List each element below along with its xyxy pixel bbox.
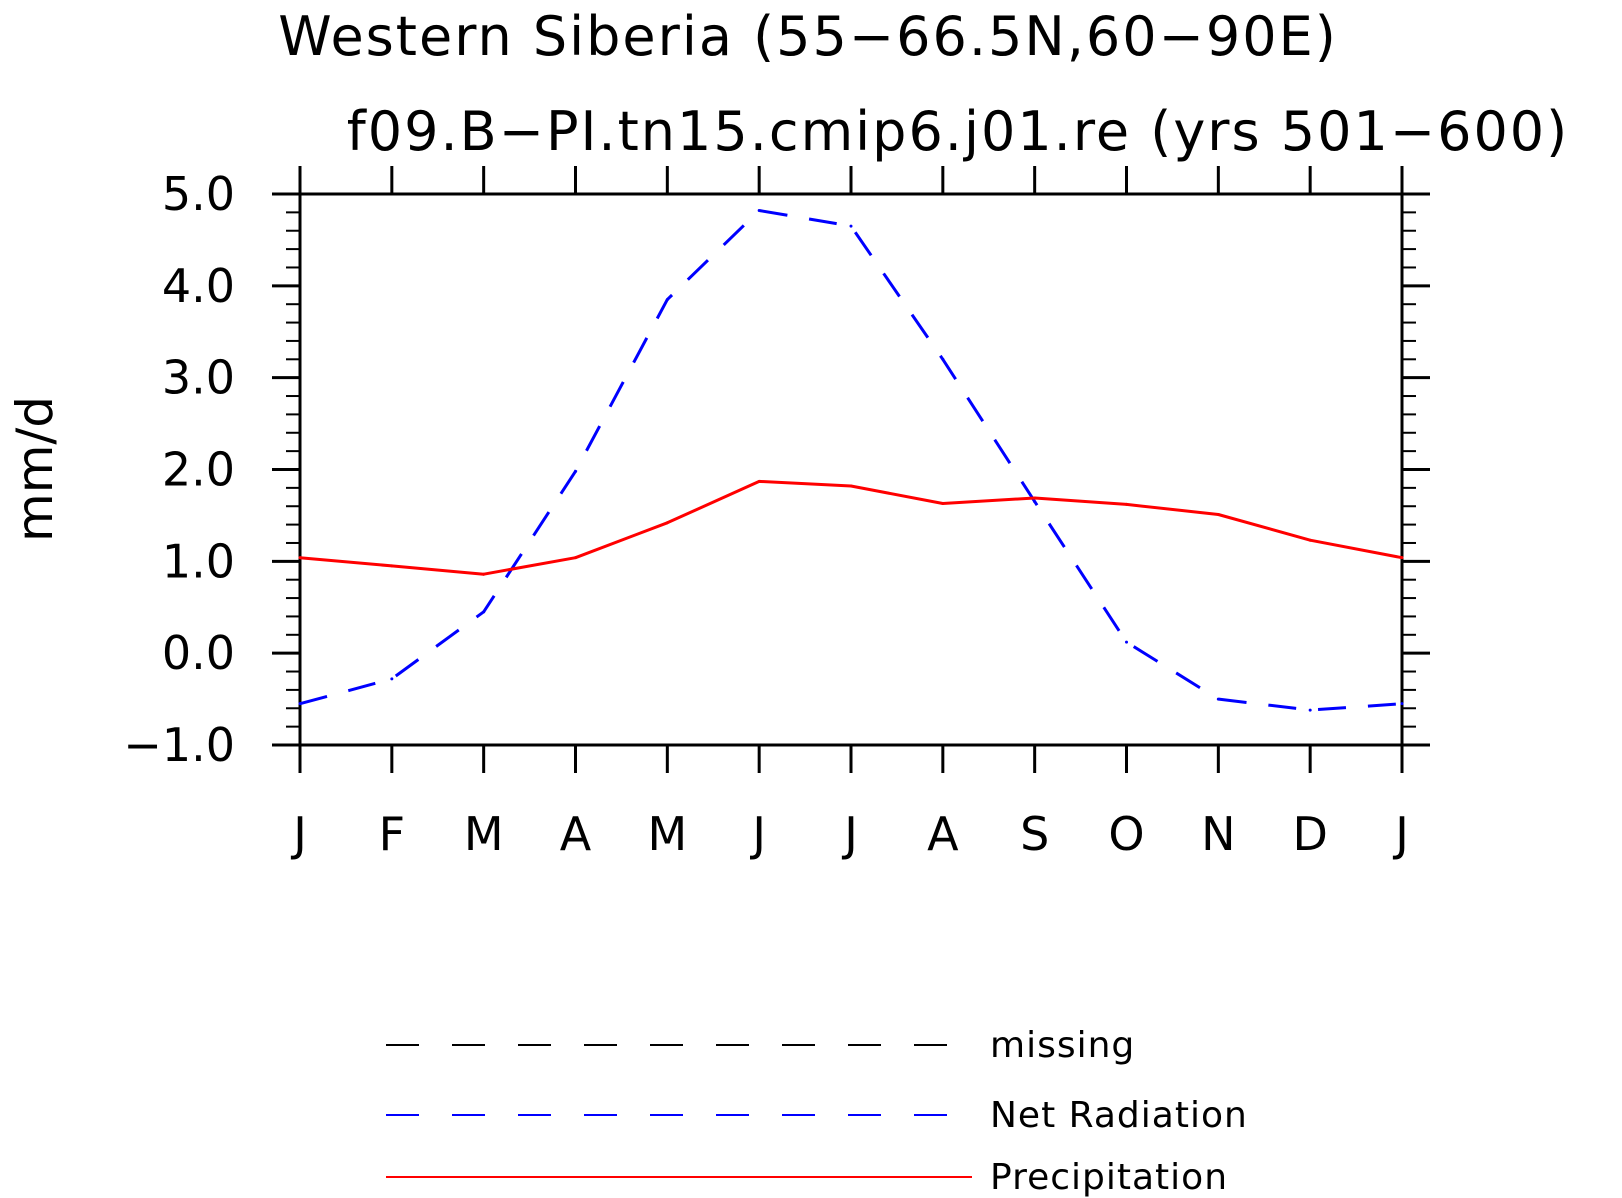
data-point: [1400, 556, 1404, 560]
x-tick-label: A: [927, 807, 959, 861]
series-lines: [298, 209, 1404, 712]
data-point: [757, 209, 761, 213]
y-axis-label: mm/d: [6, 396, 64, 542]
x-tick-label: J: [749, 807, 766, 861]
data-point: [849, 484, 853, 488]
data-point: [298, 556, 302, 560]
x-tick-label: D: [1292, 807, 1327, 861]
data-point: [298, 702, 302, 706]
legend-label: missing: [990, 1025, 1135, 1066]
data-point: [1308, 708, 1312, 712]
chart-subtitle: f09.B−PI.tn15.cmip6.j01.re (yrs 501−600): [347, 100, 1569, 163]
data-point: [1308, 538, 1312, 542]
x-tick-label: N: [1201, 807, 1235, 861]
data-point: [1400, 702, 1404, 706]
y-tick-label: 5.0: [162, 167, 235, 221]
x-tick-label: F: [379, 807, 405, 861]
y-tick-label: 2.0: [162, 443, 235, 497]
y-tick-label: 1.0: [162, 534, 235, 588]
data-point: [757, 479, 761, 483]
data-point: [849, 224, 853, 228]
data-point: [665, 298, 669, 302]
data-point: [1125, 640, 1128, 644]
y-tick-label: 4.0: [162, 259, 235, 313]
legend: missing Net Radiation Precipitation: [386, 1025, 1248, 1198]
data-point: [1216, 697, 1220, 701]
data-point: [1033, 500, 1037, 504]
data-point: [941, 501, 945, 505]
x-tick-label: M: [464, 807, 504, 861]
x-tick-label: J: [841, 807, 858, 861]
data-point: [482, 610, 486, 614]
x-tick-label: A: [560, 807, 592, 861]
y-tick-label: 3.0: [162, 351, 235, 405]
data-point: [574, 556, 577, 560]
x-tick-label: M: [647, 807, 687, 861]
legend-label: Net Radiation: [990, 1095, 1248, 1136]
x-tick-label: J: [1392, 807, 1409, 861]
data-point: [390, 564, 394, 568]
data-point: [390, 677, 394, 681]
axis-ticks: [272, 166, 1430, 773]
x-tick-label: S: [1020, 807, 1049, 861]
data-point: [1125, 502, 1128, 506]
data-point: [574, 469, 577, 473]
x-tick-label: J: [290, 807, 307, 861]
y-tick-label: −1.0: [123, 718, 235, 772]
chart-title: Western Siberia (55−66.5N,60−90E): [278, 5, 1338, 68]
data-point: [482, 572, 486, 576]
data-point: [1216, 512, 1220, 516]
legend-label: Precipitation: [990, 1157, 1228, 1198]
plot-axes: [298, 192, 1404, 747]
data-point: [665, 521, 669, 525]
y-tick-label: 0.0: [162, 626, 235, 680]
y-tick-labels: 5.0 4.0 3.0 2.0 1.0 0.0 −1.0: [123, 167, 235, 772]
data-point: [941, 357, 945, 361]
series-line-precipitation: [299, 479, 1403, 576]
x-tick-label: O: [1108, 807, 1144, 861]
series-line-net-radiation: [299, 209, 1403, 712]
data-point: [1033, 496, 1037, 500]
plot-frame: [298, 192, 1404, 747]
